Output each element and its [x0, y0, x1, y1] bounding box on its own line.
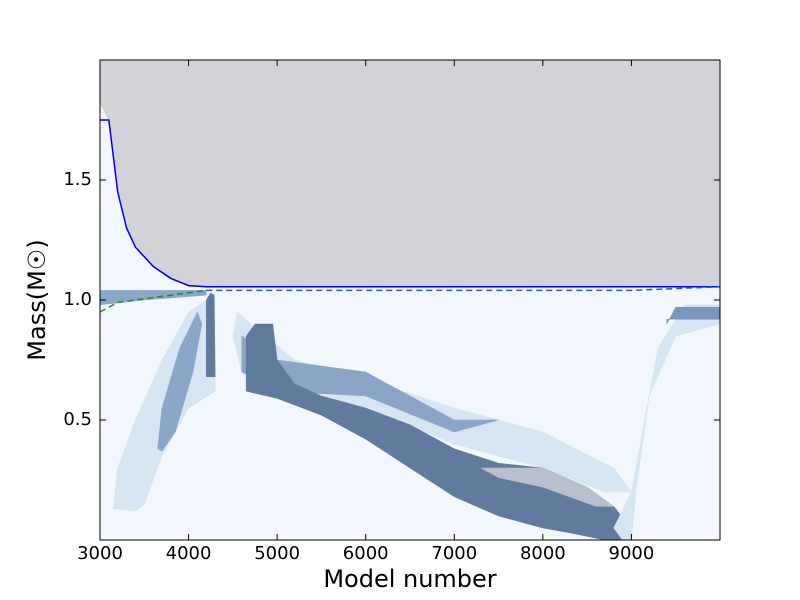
- region: [480, 467, 615, 507]
- x-tick-label: 6000: [343, 543, 389, 564]
- region: [206, 292, 216, 378]
- x-tick-label: 9000: [609, 543, 655, 564]
- line: [100, 119, 720, 288]
- region: [99, 59, 721, 288]
- y-tick-label: 1.5: [63, 169, 92, 190]
- y-axis-label: Mass(M☉): [23, 239, 51, 360]
- y-tick-label: 0.5: [63, 409, 92, 430]
- y-tick-label: 1.0: [63, 289, 92, 310]
- x-tick-label: 5000: [254, 543, 300, 564]
- region: [157, 311, 203, 452]
- x-tick-label: 7000: [431, 543, 477, 564]
- x-tick-label: 4000: [166, 543, 212, 564]
- line: [99, 289, 207, 313]
- x-axis-label: Model number: [323, 565, 496, 593]
- line: [206, 286, 721, 292]
- x-tick-label: 3000: [77, 543, 123, 564]
- x-tick-label: 8000: [520, 543, 566, 564]
